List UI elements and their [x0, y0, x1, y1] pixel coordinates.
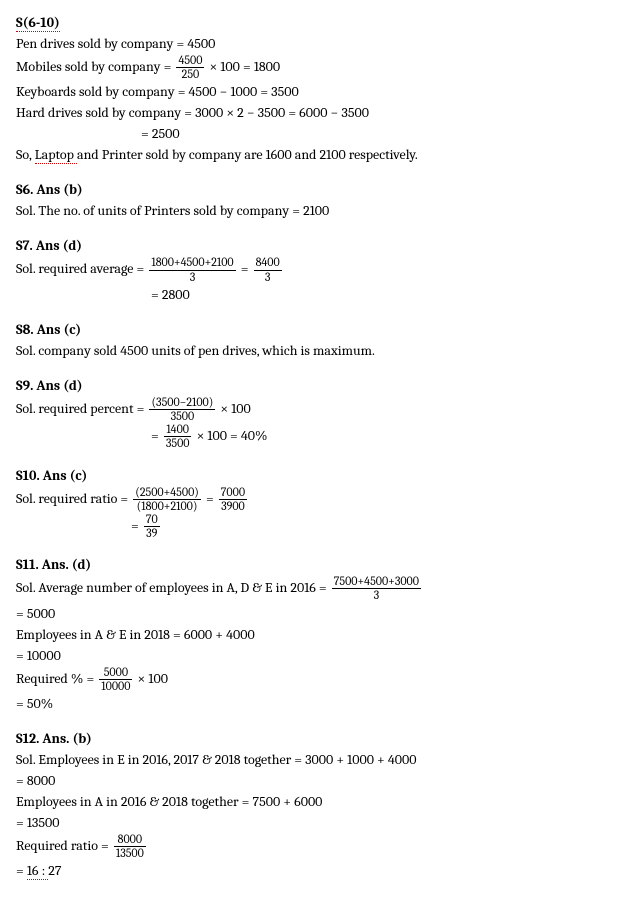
s12-l5: Required ratio = 800013500	[16, 833, 627, 860]
s6-block: S6. Ans (b) Sol. The no. of units of Pri…	[16, 179, 627, 221]
s12-block: S12. Ans. (b) Sol. Employees in E in 201…	[16, 728, 627, 881]
intro-line2: Mobiles sold by company = 4500250 × 100 …	[16, 54, 627, 81]
intro-title: S(6-10)	[16, 14, 60, 32]
s11-sol: Sol. Average number of employees in A, D…	[16, 575, 627, 602]
s12-l4: = 13500	[16, 812, 627, 833]
s7-block: S7. Ans (d) Sol. required average = 1800…	[16, 235, 627, 304]
s12-l6: = 16 : 27	[16, 860, 627, 881]
s8-block: S8. Ans (c) Sol. company sold 4500 units…	[16, 319, 627, 361]
s11-title: S11. Ans. (d)	[16, 554, 627, 575]
s11-l6: = 50%	[16, 693, 627, 714]
s12-l3: Employees in A in 2016 & 2018 together =…	[16, 791, 627, 812]
s11-l3: Employees in A & E in 2018 = 6000 + 4000	[16, 624, 627, 645]
intro-line1: Pen drives sold by company = 4500	[16, 33, 627, 54]
s9-block: S9. Ans (d) Sol. required percent = (350…	[16, 375, 627, 451]
s10-title: S10. Ans (c)	[16, 465, 627, 486]
s12-l1: Sol. Employees in E in 2016, 2017 & 2018…	[16, 749, 627, 770]
s10-block: S10. Ans (c) Sol. required ratio = (2500…	[16, 465, 627, 541]
s9-title: S9. Ans (d)	[16, 375, 627, 396]
s6-title: S6. Ans (b)	[16, 179, 627, 200]
s6-sol: Sol. The no. of units of Printers sold b…	[16, 200, 627, 221]
s7-line2: = 2800	[16, 284, 627, 305]
intro-block: S(6-10) Pen drives sold by company = 450…	[16, 12, 627, 165]
intro-line5: So, Laptop and Printer sold by company a…	[16, 144, 627, 165]
s12-title: S12. Ans. (b)	[16, 728, 627, 749]
intro-line3: Keyboards sold by company = 4500 − 1000 …	[16, 81, 627, 102]
s8-sol: Sol. company sold 4500 units of pen driv…	[16, 340, 627, 361]
s9-line2: = 14003500 × 100 = 40%	[16, 423, 627, 450]
s11-l5: Required % = 500010000 × 100	[16, 666, 627, 693]
s11-l4: = 10000	[16, 645, 627, 666]
s10-sol: Sol. required ratio = (2500+4500)(1800+2…	[16, 486, 627, 513]
s11-l2: = 5000	[16, 603, 627, 624]
s11-block: S11. Ans. (d) Sol. Average number of emp…	[16, 554, 627, 714]
s8-title: S8. Ans (c)	[16, 319, 627, 340]
s9-sol: Sol. required percent = (3500−2100)3500 …	[16, 396, 627, 423]
s10-line2: = 7039	[16, 513, 627, 540]
s7-sol: Sol. required average = 1800+4500+21003 …	[16, 256, 627, 283]
intro-line4b: = 2500	[16, 123, 627, 144]
intro-line4: Hard drives sold by company = 3000 × 2 −…	[16, 102, 627, 123]
s12-l2: = 8000	[16, 770, 627, 791]
s7-title: S7. Ans (d)	[16, 235, 627, 256]
